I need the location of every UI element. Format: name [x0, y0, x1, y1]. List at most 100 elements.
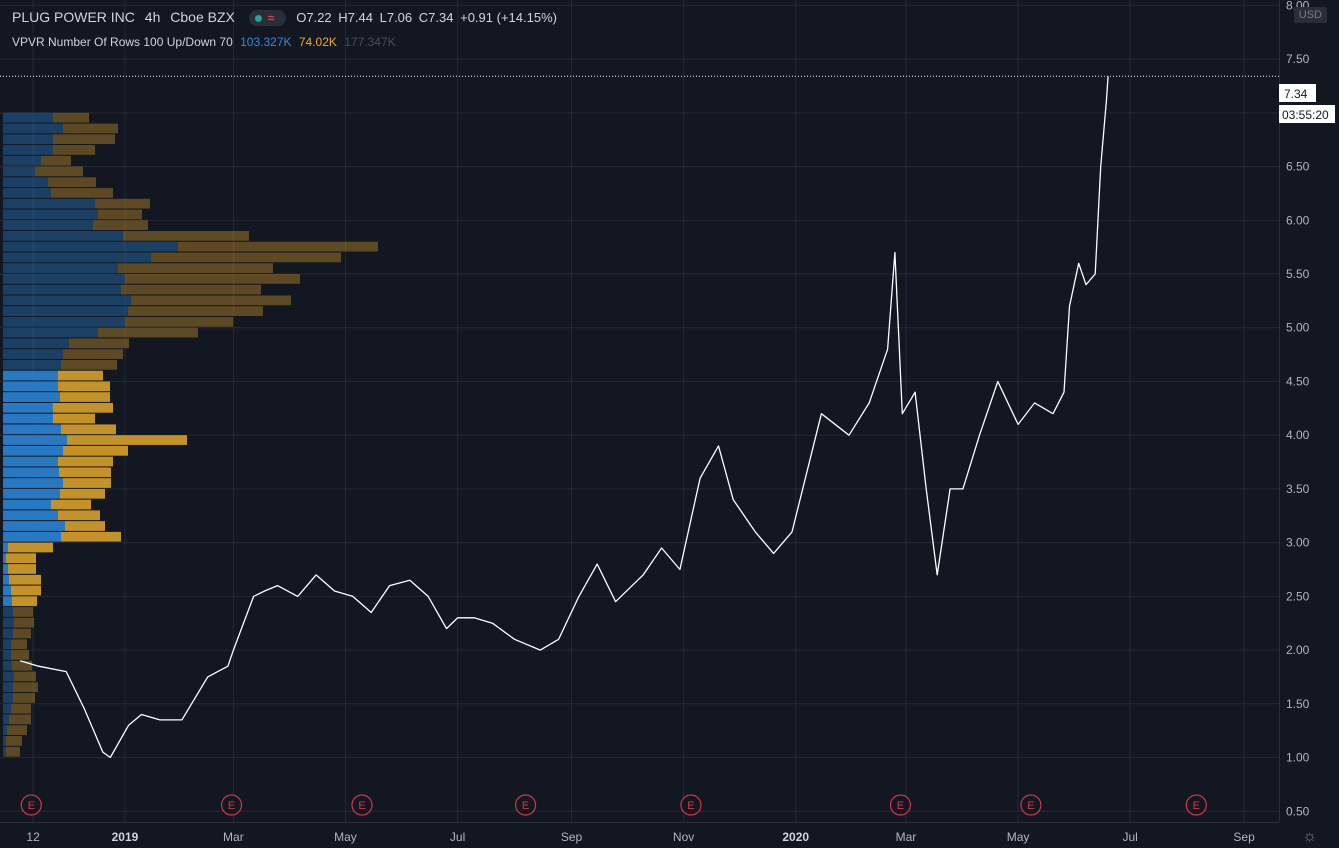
price-tags: 7.34 03:55:20: [1279, 84, 1335, 123]
earnings-marker-icon[interactable]: E: [20, 794, 42, 816]
earnings-marker-label: E: [897, 800, 904, 812]
volume-profile-up-bar: [3, 145, 53, 155]
volume-profile-down-bar: [13, 607, 33, 617]
volume-profile-down-bar: [6, 736, 22, 746]
x-tick-label: Jul: [1122, 830, 1137, 844]
earnings-marker-label: E: [28, 800, 35, 812]
volume-profile-up-bar: [3, 488, 60, 499]
change-value: +0.91 (+14.15%): [460, 10, 557, 25]
volume-profile-down-bar: [58, 370, 103, 381]
earnings-marker-icon[interactable]: E: [514, 794, 537, 816]
volume-profile-down-bar: [125, 274, 300, 284]
earnings-marker-circle: [20, 794, 42, 816]
volume-profile-up-bar: [3, 478, 63, 488]
volume-profile-up-bar: [3, 370, 58, 381]
earnings-marker-label: E: [1193, 800, 1200, 812]
volume-profile-down-bar: [11, 650, 29, 660]
x-tick-label: Jul: [450, 830, 465, 844]
high-value: H7.44: [338, 10, 373, 25]
chart-header: PLUG POWER INC 4h Cboe BZX ≈ O7.22 H7.44…: [12, 9, 566, 27]
volume-profile: [3, 112, 378, 757]
indicator-name[interactable]: VPVR Number Of Rows 100 Up/Down 70: [12, 35, 233, 49]
volume-profile-down-bar: [61, 359, 117, 370]
volume-profile-up-bar: [3, 241, 178, 252]
volume-profile-up-bar: [3, 693, 13, 703]
earnings-marker-circle: [351, 794, 373, 816]
volume-profile-up-bar: [3, 617, 14, 628]
volume-profile-down-bar: [51, 188, 113, 198]
volume-profile-up-bar: [3, 736, 6, 746]
x-tick-label: Nov: [673, 830, 694, 844]
earnings-marker-icon[interactable]: E: [220, 794, 243, 816]
volume-profile-up-bar: [3, 274, 125, 284]
volume-profile-down-bar: [69, 338, 129, 349]
x-tick-label: Mar: [896, 830, 917, 844]
earnings-marker-icon[interactable]: E: [351, 794, 373, 816]
volume-profile-up-bar: [3, 585, 11, 596]
gear-icon[interactable]: ☼: [1302, 828, 1317, 845]
interval-label[interactable]: 4h: [144, 9, 161, 25]
volume-profile-down-bar: [11, 585, 41, 596]
data-delay-wave-icon: ≈: [267, 11, 275, 26]
volume-profile-up-bar: [3, 306, 128, 316]
earnings-marker-circle: [1185, 794, 1207, 816]
y-tick-label: 2.00: [1286, 643, 1310, 657]
axes: [0, 0, 1280, 823]
open-value: O7.22: [296, 10, 332, 25]
volume-profile-up-bar: [3, 338, 69, 349]
indicator-legend[interactable]: VPVR Number Of Rows 100 Up/Down 70 103.3…: [12, 35, 400, 49]
volume-profile-down-bar: [65, 521, 105, 531]
volume-profile-down-bar: [11, 639, 27, 650]
currency-badge[interactable]: USD: [1293, 7, 1327, 23]
volume-profile-down-bar: [13, 693, 35, 703]
volume-profile-up-bar: [3, 349, 63, 359]
x-tick-label: Sep: [1233, 830, 1255, 844]
volume-profile-down-bar: [35, 166, 83, 177]
market-status-group[interactable]: ≈: [248, 10, 287, 27]
earnings-marker-icon[interactable]: E: [889, 794, 912, 816]
volume-profile-up-bar: [3, 445, 63, 456]
volume-profile-up-bar: [3, 295, 131, 306]
volume-profile-up-bar: [3, 402, 53, 413]
volume-profile-up-bar: [3, 596, 12, 607]
volume-profile-up-bar: [3, 381, 58, 392]
volume-profile-down-bar: [14, 671, 36, 682]
volume-profile-down-bar: [48, 177, 96, 188]
y-tick-label: 6.50: [1286, 160, 1310, 174]
earnings-marker-icon[interactable]: E: [1185, 794, 1207, 816]
y-tick-label: 7.50: [1286, 52, 1310, 66]
volume-profile-down-bar: [58, 381, 110, 392]
volume-profile-down-bar: [178, 241, 378, 252]
volume-profile-down-bar: [123, 231, 249, 241]
volume-profile-up-bar: [3, 435, 67, 445]
volume-profile-down-bar: [12, 596, 37, 607]
volume-profile-down-bar: [51, 499, 91, 510]
volume-profile-down-bar: [53, 134, 115, 145]
y-tick-label: 5.50: [1286, 267, 1310, 281]
volume-profile-down-bar: [53, 402, 113, 413]
volume-profile-up-bar: [3, 316, 125, 327]
volume-profile-up-bar: [3, 607, 13, 617]
earnings-marker-label: E: [687, 800, 694, 812]
volume-profile-up-bar: [3, 628, 13, 639]
volume-profile-up-bar: [3, 682, 13, 693]
volume-profile-up-bar: [3, 660, 12, 671]
y-tick-label: 3.00: [1286, 536, 1310, 550]
volume-profile-up-bar: [3, 499, 51, 510]
x-tick-label: Mar: [223, 830, 244, 844]
market-open-dot-icon: [254, 15, 262, 23]
volume-profile-down-bar: [60, 392, 110, 402]
x-tick-label: 2020: [782, 830, 809, 844]
symbol-name[interactable]: PLUG POWER INC: [12, 9, 135, 25]
earnings-marker-icon[interactable]: E: [680, 794, 702, 816]
x-axis-ticks[interactable]: 12 2019 Mar May Jul Sep Nov 2020 Mar May Jul Sep: [26, 830, 1255, 844]
volume-profile-down-bar: [53, 145, 95, 155]
volume-profile-down-bar: [13, 682, 38, 693]
earnings-marker-icon[interactable]: E: [1020, 794, 1042, 816]
volume-profile-up-bar: [3, 564, 8, 574]
volume-profile-up-bar: [3, 531, 61, 542]
volume-profile-up-bar: [3, 639, 11, 650]
volume-profile-down-bar: [14, 617, 34, 628]
